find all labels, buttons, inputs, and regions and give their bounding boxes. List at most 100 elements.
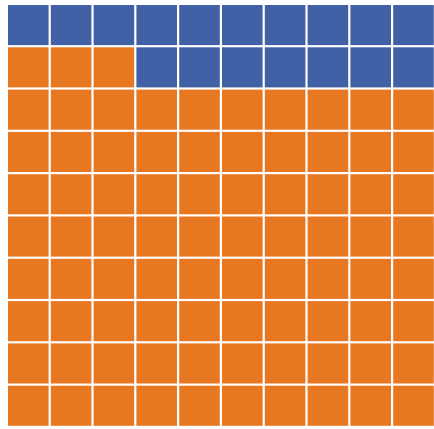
waffle-cell: [136, 301, 177, 342]
waffle-cell: [136, 47, 177, 88]
waffle-cell: [222, 47, 263, 88]
waffle-cell: [222, 301, 263, 342]
waffle-cell: [393, 131, 434, 172]
waffle-cell: [264, 5, 306, 46]
waffle-cell: [307, 385, 349, 426]
waffle-cell: [8, 174, 49, 215]
waffle-cell: [179, 131, 220, 172]
waffle-cell: [8, 5, 49, 46]
waffle-cell: [393, 343, 434, 384]
waffle-cell: [179, 385, 220, 426]
waffle-cell: [350, 5, 391, 46]
waffle-cell: [93, 258, 135, 299]
waffle-cell: [393, 89, 434, 130]
waffle-cell: [393, 5, 434, 46]
waffle-cell: [50, 343, 92, 384]
waffle-cell: [264, 258, 306, 299]
waffle-cell: [179, 89, 220, 130]
waffle-cell: [136, 385, 177, 426]
waffle-cell: [350, 47, 391, 88]
waffle-cell: [264, 343, 306, 384]
waffle-cell: [307, 301, 349, 342]
waffle-cell: [50, 5, 92, 46]
waffle-cell: [264, 89, 306, 130]
waffle-cell: [179, 174, 220, 215]
waffle-cell: [307, 5, 349, 46]
waffle-cell: [179, 47, 220, 88]
waffle-cell: [222, 385, 263, 426]
waffle-cell: [93, 343, 135, 384]
waffle-cell: [264, 385, 306, 426]
waffle-cell: [93, 47, 135, 88]
waffle-cell: [307, 343, 349, 384]
waffle-cell: [222, 258, 263, 299]
waffle-cell: [179, 301, 220, 342]
waffle-cell: [350, 174, 391, 215]
waffle-cell: [8, 216, 49, 257]
waffle-cell: [307, 47, 349, 88]
waffle-cell: [307, 174, 349, 215]
waffle-cell: [350, 301, 391, 342]
waffle-cell: [8, 343, 49, 384]
waffle-cell: [264, 301, 306, 342]
waffle-cell: [264, 216, 306, 257]
waffle-cell: [393, 301, 434, 342]
waffle-cell: [8, 385, 49, 426]
waffle-cell: [93, 89, 135, 130]
waffle-cell: [93, 216, 135, 257]
waffle-cell: [307, 89, 349, 130]
waffle-cell: [307, 258, 349, 299]
waffle-cell: [50, 47, 92, 88]
waffle-cell: [50, 385, 92, 426]
waffle-cell: [222, 131, 263, 172]
waffle-cell: [393, 47, 434, 88]
waffle-cell: [264, 131, 306, 172]
waffle-cell: [93, 301, 135, 342]
waffle-cell: [393, 385, 434, 426]
waffle-cell: [350, 216, 391, 257]
waffle-cell: [50, 258, 92, 299]
waffle-cell: [93, 385, 135, 426]
waffle-cell: [136, 258, 177, 299]
waffle-cell: [136, 89, 177, 130]
waffle-cell: [393, 258, 434, 299]
waffle-cell: [50, 174, 92, 215]
waffle-cell: [179, 258, 220, 299]
waffle-cell: [350, 343, 391, 384]
waffle-cell: [179, 216, 220, 257]
waffle-cell: [350, 258, 391, 299]
waffle-cell: [136, 174, 177, 215]
waffle-cell: [222, 174, 263, 215]
waffle-cell: [393, 216, 434, 257]
waffle-cell: [93, 174, 135, 215]
waffle-cell: [350, 131, 391, 172]
waffle-cell: [393, 174, 434, 215]
waffle-cell: [8, 89, 49, 130]
waffle-cell: [8, 47, 49, 88]
waffle-cell: [50, 216, 92, 257]
waffle-cell: [50, 131, 92, 172]
waffle-cell: [136, 343, 177, 384]
waffle-cell: [350, 385, 391, 426]
waffle-cell: [264, 174, 306, 215]
waffle-cell: [8, 131, 49, 172]
waffle-cell: [264, 47, 306, 88]
waffle-cell: [179, 5, 220, 46]
waffle-cell: [136, 131, 177, 172]
waffle-cell: [222, 5, 263, 46]
waffle-cell: [179, 343, 220, 384]
waffle-cell: [222, 89, 263, 130]
waffle-cell: [8, 301, 49, 342]
waffle-cell: [8, 258, 49, 299]
waffle-cell: [93, 131, 135, 172]
waffle-cell: [350, 89, 391, 130]
waffle-cell: [50, 301, 92, 342]
waffle-cell: [93, 5, 135, 46]
waffle-cell: [307, 131, 349, 172]
waffle-cell: [136, 5, 177, 46]
waffle-cell: [222, 216, 263, 257]
waffle-cell: [222, 343, 263, 384]
waffle-cell: [136, 216, 177, 257]
